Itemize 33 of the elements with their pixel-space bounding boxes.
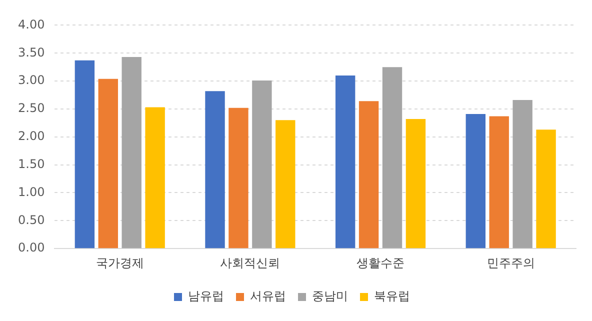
bar	[276, 120, 296, 248]
x-tick-label: 민주주의	[486, 256, 535, 270]
bar	[145, 107, 165, 248]
bar	[512, 100, 532, 248]
bar	[252, 80, 272, 248]
y-tick-label: 1.50	[18, 156, 45, 171]
legend-label: 중남미	[312, 289, 348, 304]
bar	[536, 130, 556, 248]
bar	[205, 91, 225, 248]
bar	[406, 119, 426, 248]
y-tick-label: 1.00	[18, 184, 45, 199]
bar	[74, 60, 95, 248]
y-tick-label: 0.50	[18, 212, 45, 227]
bar	[228, 108, 248, 248]
bar	[382, 67, 402, 248]
legend-label: 북유럽	[374, 289, 410, 304]
x-tick-label: 사회적신뢰	[220, 256, 280, 270]
bar	[335, 75, 356, 248]
bar	[98, 78, 118, 248]
y-tick-label: 3.50	[18, 45, 45, 60]
y-tick-label: 2.50	[18, 101, 45, 116]
bar	[122, 57, 142, 248]
bar	[489, 116, 509, 248]
y-tick-label: 2.00	[18, 129, 45, 144]
bar	[358, 101, 379, 248]
x-tick-label: 생활수준	[356, 256, 405, 270]
x-tick-label: 국가경제	[96, 256, 144, 270]
legend-label: 서유럽	[250, 289, 286, 304]
legend-label: 남유럽	[188, 289, 224, 304]
bar	[466, 114, 486, 248]
y-tick-label: 0.00	[18, 240, 45, 255]
y-tick-label: 3.00	[18, 73, 45, 88]
y-tick-label: 4.00	[18, 17, 45, 32]
